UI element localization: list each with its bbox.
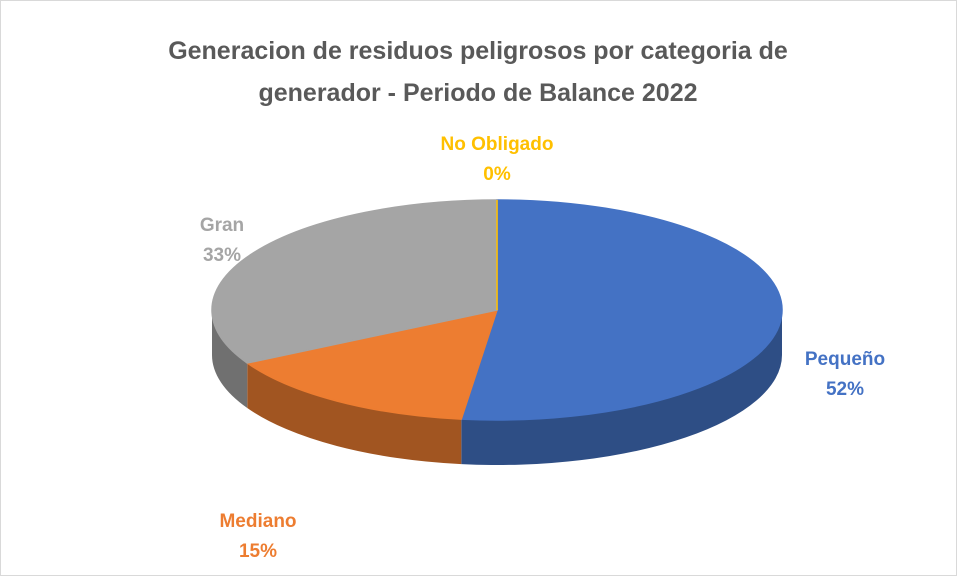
category-label: Mediano [219,511,296,532]
slice-side [247,362,462,465]
category-label: Pequeño [805,349,885,370]
value-label: 52% [826,379,864,400]
category-label: No Obligado [441,134,554,155]
value-label: 0% [483,164,511,185]
category-label: Gran [200,215,244,236]
value-label: 15% [239,541,277,562]
slice-side [461,310,783,465]
chart-title: Generacion de residuos peligrosos por ca… [168,37,788,107]
slice [211,199,498,364]
value-label: 33% [203,245,241,266]
slice [460,199,783,421]
slice [245,308,499,420]
slice-side [212,310,248,408]
